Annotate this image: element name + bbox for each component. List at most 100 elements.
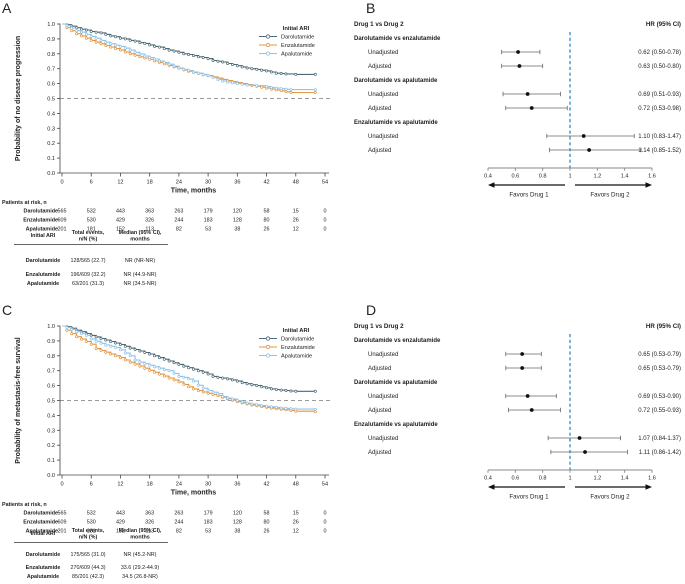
y-tick-label: 0.0	[47, 473, 55, 479]
y-tick-label: 0.1	[47, 458, 55, 464]
hr-ci-value: 0.72 (0.53-0.98)	[638, 106, 681, 112]
hr-point-estimate	[529, 106, 534, 110]
at-risk-count: 609	[58, 218, 67, 224]
hr-axis-tick-label: 1.4	[621, 174, 629, 180]
forest-plot-area: Drug 1 vs Drug 2 HR (95% CI) Darolutamide …	[354, 21, 681, 199]
estimate-row-label: Adjusted	[368, 106, 391, 112]
favors-drug1-label: Favors Drug 1	[509, 494, 549, 501]
at-risk-count: 244	[174, 218, 183, 224]
y-tick-label: 0.5	[47, 97, 55, 103]
x-tick-label: 36	[234, 180, 240, 186]
summary-header: Initial ARI	[31, 531, 56, 537]
y-tick-label: 0.5	[47, 399, 55, 405]
y-tick-label: 0.4	[47, 111, 55, 117]
summary-table: Initial ARI Total events,n/N (%) Median (9…	[14, 230, 168, 287]
summary-header: Total events,	[72, 528, 105, 534]
left-arrow-icon	[488, 484, 495, 490]
hr-ci-value: 0.65 (0.53-0.79)	[638, 352, 681, 358]
y-tick-label: 0.4	[47, 413, 55, 419]
at-risk-count: 38	[234, 227, 240, 233]
at-risk-row-label: Enzalutamide	[23, 218, 58, 224]
summary-events: 270/609 (44.3)	[70, 565, 105, 571]
at-risk-count: 443	[116, 209, 125, 215]
y-tick-label: 0.2	[47, 443, 55, 449]
hr-point-estimate	[520, 352, 525, 356]
y-axis-label: Probability of no disease progression	[15, 36, 22, 161]
summary-row-label: Enzalutamide	[26, 565, 61, 571]
hr-point-estimate	[525, 92, 530, 96]
panel-b-letter: B	[366, 0, 376, 16]
y-tick-label: 0.6	[47, 82, 55, 88]
x-tick-label: 54	[322, 482, 328, 488]
right-arrow-icon	[645, 484, 652, 490]
forest-title: Drug 1 vs Drug 2	[354, 21, 404, 28]
at-risk-count: 201	[58, 529, 67, 535]
legend-entry-label: Enzalutamide	[281, 43, 315, 49]
hr-column-header: HR (95% CI)	[646, 323, 681, 330]
estimate-row-label: Unadjusted	[368, 134, 398, 140]
panel-c-letter: C	[2, 302, 13, 318]
x-tick-label: 18	[147, 482, 153, 488]
x-tick-label: 18	[147, 180, 153, 186]
legend-title: Initial ARI	[283, 328, 310, 334]
y-tick-label: 0.1	[47, 156, 55, 162]
x-tick-label: 30	[205, 180, 211, 186]
panel-c: C 0.0 0.1 0.2 0.3 0.4 0.5 0.6 0.7 0.8 0.9 1.0 0 6 12 1…	[0, 302, 342, 584]
at-risk-count: 80	[264, 520, 270, 526]
estimate-row-label: Unadjusted	[368, 394, 398, 400]
at-risk-count: 0	[324, 529, 327, 535]
km-curve-darolutamide	[62, 23, 317, 76]
at-risk-count: 12	[293, 529, 299, 535]
at-risk-count: 181	[87, 227, 96, 233]
panel-a-letter: A	[2, 0, 12, 16]
comparison-group-label: Enzalutamide vs apalutamide	[354, 422, 438, 428]
legend-title: Initial ARI	[283, 26, 310, 32]
at-risk-count: 53	[205, 529, 211, 535]
y-tick-label: 0.3	[47, 126, 55, 132]
legend-entry-label: Apalutamide	[281, 52, 312, 58]
forest-plot-metastasis-free-survival: Drug 1 vs Drug 2 HR (95% CI) Darolutamide …	[354, 323, 681, 501]
comparison-group-label: Darolutamide vs enzalutamide	[354, 36, 441, 42]
summary-events: 175/565 (31.0)	[70, 552, 105, 558]
summary-header: months	[130, 535, 149, 541]
at-risk-count: 38	[234, 529, 240, 535]
favors-drug1-label: Favors Drug 1	[509, 192, 549, 199]
x-tick-label: 42	[263, 180, 269, 186]
at-risk-count: 26	[264, 227, 270, 233]
x-tick-label: 0	[60, 482, 63, 488]
estimate-row-label: Adjusted	[368, 64, 391, 70]
favors-drug2-label: Favors Drug 2	[590, 494, 630, 501]
at-risk-count: 80	[264, 218, 270, 224]
hr-axis-tick-label: 1.2	[593, 174, 601, 180]
panel-b: B Drug 1 vs Drug 2 HR (95% CI) Darolutamid…	[342, 0, 685, 302]
hr-ci-value: 1.11 (0.86-1.42)	[639, 450, 681, 456]
legend: Initial ARI Darolutamide Enzalutamide Apalu…	[259, 328, 315, 360]
hr-ci-value: 0.72 (0.55-0.93)	[638, 408, 681, 414]
summary-events: 196/609 (32.2)	[70, 272, 105, 278]
x-tick-label: 24	[176, 180, 182, 186]
x-tick-label: 0	[60, 180, 63, 186]
at-risk-count: 183	[204, 520, 213, 526]
hr-point-estimate	[577, 436, 582, 440]
x-tick-label: 36	[234, 482, 240, 488]
summary-header: Median (95% CI),	[119, 230, 162, 236]
at-risk-count: 26	[264, 529, 270, 535]
summary-median: 34.5 (26.8-NR)	[122, 574, 158, 580]
at-risk-count: 152	[116, 227, 125, 233]
forest-plot-area: Drug 1 vs Drug 2 HR (95% CI) Darolutamide …	[354, 323, 681, 501]
summary-row-label: Apalutamide	[27, 574, 59, 580]
at-risk-count: 0	[324, 511, 327, 517]
comparison-group-label: Enzalutamide vs apalutamide	[354, 120, 438, 126]
hr-axis-tick-label: 1.4	[621, 476, 629, 482]
km-chart-metastasis-free-survival: 0.0 0.1 0.2 0.3 0.4 0.5 0.6 0.7 0.8 0.9 1.0 0 6 12 18 2…	[15, 324, 333, 497]
at-risk-count: 326	[145, 520, 154, 526]
at-risk-count: 326	[145, 218, 154, 224]
panel-a: A 0.0 0.1 0.2 0.3 0.4 0.5 0.6 0.7 0.8 0.9 1.0 0 6 12 1…	[0, 0, 342, 302]
x-tick-label: 48	[293, 482, 299, 488]
hr-axis-tick-label: 1.2	[593, 476, 601, 482]
summary-header: n/N (%)	[79, 237, 98, 243]
summary-header: Total events,	[72, 230, 105, 236]
